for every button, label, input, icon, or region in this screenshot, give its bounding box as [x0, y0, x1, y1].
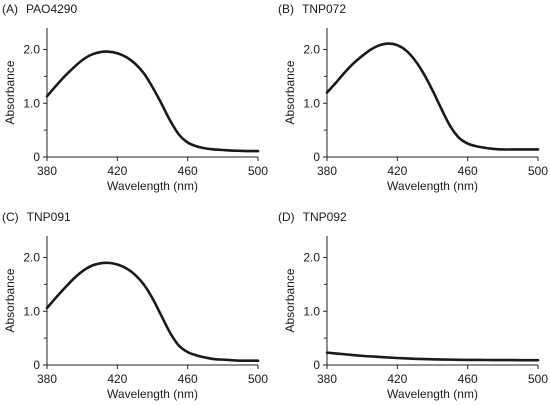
panel-title: TNP072	[302, 2, 346, 16]
x-tick-label: 460	[458, 372, 478, 386]
panel-letter: (A)	[2, 2, 18, 16]
panel-label: (D) TNP092	[278, 210, 347, 224]
y-axis-title: Absorbance	[283, 60, 297, 124]
x-tick-label: 420	[387, 164, 407, 178]
x-tick-label: 500	[528, 372, 548, 386]
y-tick-label: 0	[33, 150, 40, 164]
panel-title: PAO4290	[26, 2, 77, 16]
y-tick-label: 2.0	[23, 43, 40, 57]
panel-label: (A) PAO4290	[2, 2, 77, 16]
x-tick-label: 460	[178, 164, 198, 178]
absorbance-curve	[325, 351, 540, 362]
y-tick-label: 1.0	[303, 304, 320, 318]
y-tick-label: 0	[33, 358, 40, 372]
x-tick-label: 500	[248, 372, 268, 386]
y-tick-label: 1.0	[23, 96, 40, 110]
x-tick-label: 420	[107, 164, 127, 178]
y-tick-label: 1.0	[303, 96, 320, 110]
x-tick-label: 420	[387, 372, 407, 386]
x-tick-label: 500	[248, 164, 268, 178]
panel-title: TNP092	[303, 210, 347, 224]
y-tick-label: 0	[313, 150, 320, 164]
absorbance-curve	[45, 50, 260, 153]
y-tick-label: 2.0	[23, 251, 40, 265]
chart-panel: (C) TNP091 380 420 460 500 0 1.0 2.0 Wavelength (…	[2, 210, 268, 401]
panel-letter: (B)	[278, 2, 294, 16]
x-axis-title: Wavelength (nm)	[387, 179, 478, 193]
x-tick-label: 380	[317, 372, 337, 386]
panel-letter: (D)	[278, 210, 295, 224]
panel-label: (C) TNP091	[2, 210, 71, 224]
chart-panel: (D) TNP092 380 420 460 500 0 1.0 2.0 Wavelength (…	[278, 210, 548, 401]
x-axis-title: Wavelength (nm)	[107, 179, 198, 193]
panel-letter: (C)	[2, 210, 19, 224]
x-tick-label: 380	[317, 164, 337, 178]
chart-panel: (A) PAO4290 380 420 460 500 0 1.0 2.0 Wavelength …	[2, 2, 268, 193]
x-tick-label: 460	[458, 164, 478, 178]
y-axis-title: Absorbance	[283, 268, 297, 332]
x-axis-title: Wavelength (nm)	[387, 387, 478, 401]
x-tick-label: 380	[37, 372, 57, 386]
x-tick-label: 500	[528, 164, 548, 178]
chart-panel: (B) TNP072 380 420 460 500 0 1.0 2.0 Wavelength (…	[278, 2, 548, 193]
absorbance-curve	[325, 42, 540, 151]
y-tick-label: 2.0	[303, 251, 320, 265]
x-tick-label: 380	[37, 164, 57, 178]
y-axis-title: Absorbance	[3, 268, 17, 332]
panel-title: TNP091	[27, 210, 71, 224]
y-tick-label: 1.0	[23, 304, 40, 318]
y-tick-label: 0	[313, 358, 320, 372]
y-tick-label: 2.0	[303, 43, 320, 57]
y-axis-title: Absorbance	[3, 60, 17, 124]
x-tick-label: 420	[107, 372, 127, 386]
panel-label: (B) TNP072	[278, 2, 346, 16]
absorbance-curve	[45, 261, 260, 363]
x-axis-title: Wavelength (nm)	[107, 387, 198, 401]
x-tick-label: 460	[178, 372, 198, 386]
